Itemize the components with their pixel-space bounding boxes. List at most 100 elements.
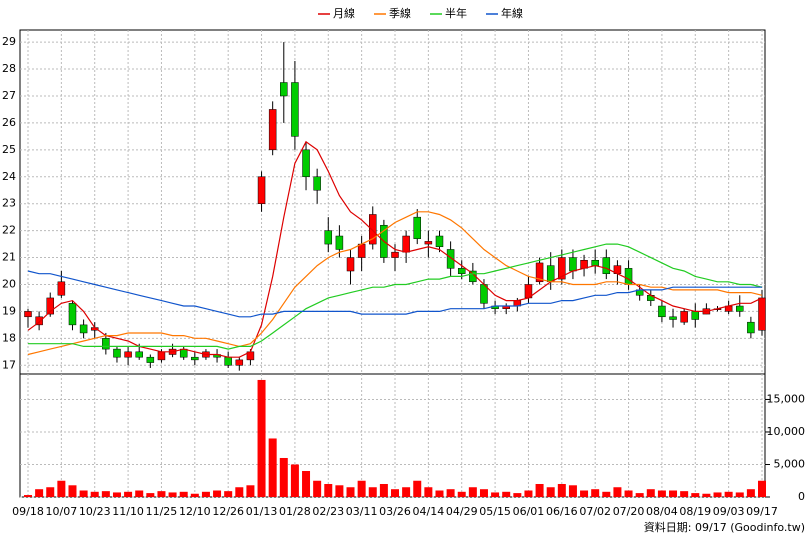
ma-line bbox=[27, 270, 762, 318]
volume-bar bbox=[112, 492, 121, 497]
volume-bar bbox=[524, 490, 533, 497]
ma-line bbox=[28, 243, 763, 350]
x-tick-label: 06/01 bbox=[513, 505, 545, 518]
candle-body bbox=[680, 311, 688, 323]
volume-bar bbox=[691, 493, 700, 497]
candle-body bbox=[624, 268, 633, 285]
volume-bar bbox=[758, 480, 766, 497]
y-tick-label: 18 bbox=[2, 331, 16, 344]
volume-tick-label: 10,000 bbox=[767, 425, 806, 438]
x-tick-label: 12/26 bbox=[212, 505, 244, 518]
x-tick-label: 10/23 bbox=[79, 505, 111, 518]
candle-body bbox=[191, 356, 199, 361]
volume-bar bbox=[602, 491, 611, 497]
candle-body bbox=[313, 176, 321, 191]
x-tick-label: 04/29 bbox=[446, 505, 478, 518]
legend-label: 年線 bbox=[501, 6, 523, 20]
volume-bar bbox=[335, 485, 344, 497]
volume-bar bbox=[669, 490, 678, 497]
volume-bar bbox=[79, 490, 88, 497]
volume-bar bbox=[246, 485, 255, 497]
candle-body bbox=[224, 356, 232, 366]
volume-bar bbox=[279, 457, 288, 497]
candle-body bbox=[157, 351, 166, 361]
volume-bar bbox=[402, 487, 411, 497]
candle-body bbox=[35, 316, 43, 326]
candle-body bbox=[46, 297, 54, 315]
candle-body bbox=[235, 359, 244, 366]
volume-tick-label: 0 bbox=[798, 490, 805, 503]
volume-bar bbox=[502, 491, 511, 497]
volume-bar bbox=[357, 480, 366, 497]
y-tick-label: 21 bbox=[2, 251, 16, 264]
candle-body bbox=[291, 82, 299, 137]
volume-bar bbox=[646, 489, 655, 497]
volume-bar bbox=[413, 480, 422, 497]
volume-bar bbox=[479, 489, 488, 497]
volume-bar bbox=[624, 490, 633, 497]
candle-body bbox=[135, 351, 143, 358]
y-tick-label: 27 bbox=[2, 89, 16, 102]
candle-body bbox=[124, 351, 132, 358]
y-tick-label: 20 bbox=[2, 277, 16, 290]
candle-body bbox=[146, 356, 155, 363]
volume-bar bbox=[424, 487, 433, 497]
x-tick-label: 12/10 bbox=[179, 505, 211, 518]
volume-bar bbox=[135, 490, 144, 497]
x-tick-label: 03/26 bbox=[379, 505, 411, 518]
candle-body bbox=[558, 257, 566, 280]
y-tick-label: 25 bbox=[2, 143, 16, 156]
volume-bar bbox=[24, 495, 32, 497]
candle-body bbox=[736, 305, 744, 312]
volume-bar bbox=[713, 492, 722, 497]
candle-body bbox=[691, 311, 700, 320]
y-tick-label: 19 bbox=[2, 304, 16, 317]
volume-bar bbox=[724, 491, 733, 497]
volume-bar bbox=[201, 491, 210, 497]
candle-body bbox=[391, 251, 399, 258]
legend-label: 季線 bbox=[389, 6, 411, 20]
x-tick-label: 05/15 bbox=[479, 505, 511, 518]
candle-body bbox=[24, 311, 32, 318]
volume-bar bbox=[124, 491, 133, 497]
candle-body bbox=[535, 262, 544, 283]
volume-bar bbox=[546, 487, 555, 497]
candle-body bbox=[569, 257, 577, 272]
candle-body bbox=[669, 316, 677, 320]
volume-bar bbox=[379, 483, 388, 497]
volume-bar bbox=[568, 485, 577, 497]
volume-bar bbox=[302, 470, 311, 497]
volume-bar bbox=[168, 492, 177, 497]
volume-bar bbox=[346, 487, 355, 497]
volume-bar bbox=[146, 493, 155, 497]
volume-bar bbox=[313, 480, 322, 497]
candle-body bbox=[346, 257, 355, 272]
volume-bar bbox=[257, 379, 266, 497]
legend-label: 月線 bbox=[333, 6, 355, 20]
candle-body bbox=[280, 82, 288, 97]
y-tick-label: 29 bbox=[2, 35, 16, 48]
volume-tick-label: 5,000 bbox=[774, 457, 806, 470]
candle-body bbox=[268, 109, 277, 151]
volume-bar bbox=[268, 438, 277, 497]
candle-body bbox=[335, 235, 344, 250]
candle-body bbox=[457, 268, 466, 274]
candle-body bbox=[658, 305, 666, 318]
x-tick-label: 03/11 bbox=[346, 505, 378, 518]
x-tick-label: 07/20 bbox=[613, 505, 645, 518]
volume-bar bbox=[101, 491, 110, 497]
candle-body bbox=[302, 149, 310, 178]
x-tick-label: 02/23 bbox=[312, 505, 344, 518]
volume-bar bbox=[57, 480, 66, 497]
volume-bar bbox=[491, 492, 500, 497]
x-tick-label: 09/03 bbox=[713, 505, 745, 518]
candle-body bbox=[758, 297, 766, 331]
volume-bar bbox=[224, 491, 233, 497]
candle-body bbox=[369, 214, 377, 245]
candle-body bbox=[402, 235, 410, 253]
volume-bar bbox=[457, 491, 466, 497]
volume-bar bbox=[290, 464, 299, 497]
x-tick-label: 07/02 bbox=[579, 505, 611, 518]
x-tick-label: 11/10 bbox=[112, 505, 144, 518]
